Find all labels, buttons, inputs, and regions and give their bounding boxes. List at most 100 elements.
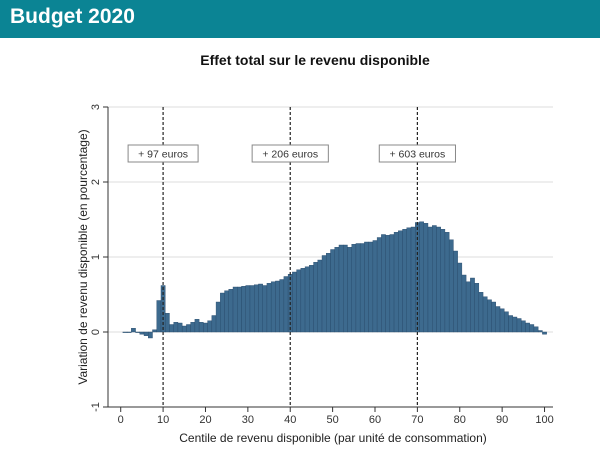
y-tick-label: 1 (90, 254, 102, 260)
bar (211, 315, 217, 333)
bar (232, 286, 238, 333)
bar (186, 324, 191, 333)
bar (393, 232, 399, 333)
bar (249, 285, 255, 333)
bar (478, 292, 484, 333)
bar (453, 250, 458, 333)
bar (487, 299, 492, 333)
bar (448, 239, 454, 333)
annotation-label: + 603 euros (389, 149, 445, 161)
bar (343, 244, 348, 333)
bar (512, 316, 518, 333)
bar (126, 331, 132, 333)
x-tick-label: 10 (157, 414, 169, 426)
x-tick-label: 60 (369, 414, 381, 426)
bar (508, 315, 513, 333)
bar (372, 240, 378, 333)
bar (190, 322, 196, 333)
bar (143, 331, 149, 336)
y-tick-label: 0 (90, 329, 102, 335)
x-tick-label: 20 (199, 414, 211, 426)
bar (533, 326, 539, 333)
annotation-box (251, 144, 329, 163)
bar (432, 225, 437, 333)
bar (465, 281, 471, 333)
bar (368, 241, 374, 333)
bar (499, 308, 505, 333)
bar (529, 324, 535, 333)
bar (148, 331, 153, 339)
bar (131, 328, 136, 333)
bar (406, 227, 412, 333)
bar (516, 318, 522, 333)
bar (237, 286, 242, 333)
bar (309, 265, 314, 333)
x-tick-label: 100 (535, 414, 553, 426)
bar (198, 322, 204, 333)
bar (152, 329, 157, 333)
bar (279, 279, 285, 333)
page-title: Budget 2020 (10, 5, 135, 28)
bar (457, 262, 463, 333)
bar (461, 274, 467, 333)
y-axis-label: Variation de revenu disponible (en pourc… (76, 129, 90, 384)
bar (381, 234, 386, 333)
bar (296, 269, 302, 333)
bar (245, 285, 251, 333)
bar (304, 266, 310, 333)
bar (376, 237, 382, 333)
bar (135, 331, 140, 333)
bar (537, 330, 543, 333)
bar (266, 283, 272, 333)
bar (521, 320, 526, 333)
bar (410, 226, 416, 333)
bar (181, 325, 187, 333)
bar (338, 244, 344, 333)
bar (351, 244, 357, 333)
bar (364, 241, 369, 333)
bar (491, 301, 496, 333)
header-bar: Budget 2020 (0, 0, 600, 38)
x-tick-label: 70 (411, 414, 423, 426)
bar (173, 322, 179, 333)
bar (321, 255, 327, 333)
bar (440, 229, 446, 333)
bar (224, 290, 229, 333)
x-axis-label: Centile de revenu disponible (par unité … (179, 431, 487, 445)
bar (254, 284, 259, 333)
y-tick-label: -1 (90, 402, 102, 412)
bar (317, 259, 323, 333)
bar (122, 331, 128, 333)
bar (389, 234, 395, 333)
bar (470, 277, 475, 333)
bar (436, 226, 441, 333)
bar (427, 226, 433, 333)
bar (220, 292, 225, 333)
bar (423, 223, 429, 333)
y-tick-label: 2 (90, 179, 102, 185)
annotation-box (378, 144, 456, 163)
bar (474, 283, 480, 333)
bar (262, 285, 268, 333)
bar (444, 232, 450, 333)
bar (228, 289, 234, 333)
bar (542, 331, 547, 335)
x-tick-label: 50 (326, 414, 338, 426)
bar (241, 286, 246, 333)
bar (177, 322, 183, 333)
bar (495, 306, 501, 333)
x-tick-label: 30 (242, 414, 254, 426)
bar (504, 311, 509, 333)
bar (525, 322, 530, 333)
x-tick-label: 40 (284, 414, 296, 426)
bar (359, 243, 365, 333)
bar (139, 331, 145, 335)
bar (270, 281, 276, 333)
annotation-box (127, 144, 199, 163)
x-tick-label: 0 (118, 414, 124, 426)
bar (482, 296, 488, 333)
bar (283, 276, 289, 333)
bar (398, 230, 403, 333)
bar (169, 324, 174, 333)
bar (215, 301, 221, 333)
